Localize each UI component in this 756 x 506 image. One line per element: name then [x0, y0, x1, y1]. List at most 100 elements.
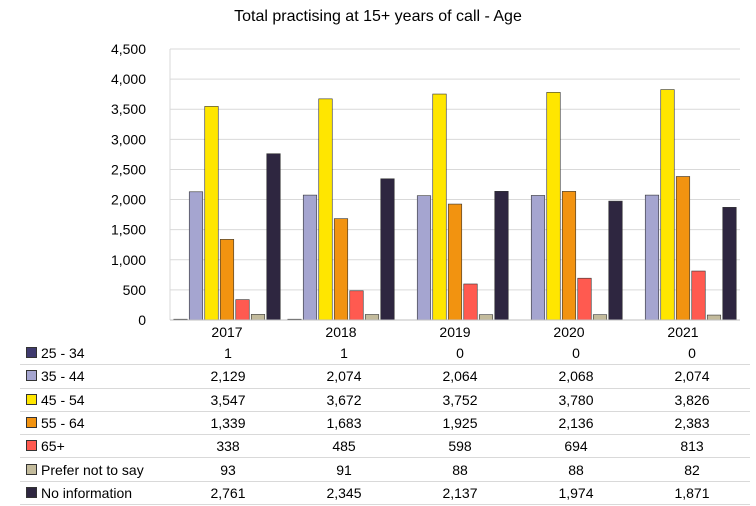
- bar: [333, 218, 349, 321]
- data-value: 338: [170, 434, 286, 459]
- data-value: 2,074: [286, 364, 402, 389]
- data-value: 93: [170, 457, 286, 482]
- data-value: 2,137: [402, 481, 518, 506]
- bar: [644, 194, 660, 321]
- data-value: 0: [518, 342, 634, 366]
- bar: [561, 191, 577, 321]
- series-name: No information: [41, 484, 133, 501]
- data-value: 2,074: [634, 364, 750, 389]
- data-value: 3,826: [634, 388, 750, 412]
- data-value: 2,129: [170, 364, 286, 389]
- series-name: 25 - 34: [41, 345, 85, 362]
- table-row: 65+ 338 485 598 694 813: [20, 434, 750, 459]
- series-label: 25 - 34: [20, 342, 170, 366]
- data-value: 813: [634, 434, 750, 459]
- bar: [675, 176, 691, 321]
- data-value: 2,136: [518, 411, 634, 436]
- data-value: 1,683: [286, 411, 402, 436]
- series-label: 55 - 64: [20, 411, 170, 436]
- bar: [250, 314, 266, 321]
- y-tick-label: 2,500: [111, 161, 146, 177]
- bar: [577, 277, 592, 321]
- bar: [691, 270, 706, 321]
- bar: [364, 314, 380, 321]
- bar: [266, 153, 281, 321]
- y-tick-label: 0: [138, 312, 146, 328]
- data-value: 598: [402, 434, 518, 459]
- series-name: 45 - 54: [41, 391, 85, 408]
- data-value: 88: [402, 457, 518, 482]
- data-value: 485: [286, 434, 402, 459]
- series-label: No information: [20, 481, 170, 506]
- bar: [204, 106, 219, 321]
- series-label: 35 - 44: [20, 364, 170, 389]
- bar: [722, 207, 737, 321]
- data-value: 88: [518, 457, 634, 482]
- legend-swatch: [26, 486, 37, 498]
- chart-title: Total practising at 15+ years of call - …: [234, 8, 522, 25]
- x-tick-label: 2017: [211, 324, 242, 340]
- data-value: 0: [402, 342, 518, 366]
- data-value: 1,871: [634, 481, 750, 506]
- data-table: 25 - 34 1 1 0 0 0 35 - 44 2,129 2,074 2,064 2,068 2…: [20, 342, 750, 506]
- data-value: 3,547: [170, 388, 286, 412]
- bar: [302, 194, 318, 321]
- series-name: 35 - 44: [41, 368, 85, 385]
- y-tick-label: 500: [123, 282, 147, 298]
- bar: [592, 314, 608, 321]
- legend-swatch: [26, 370, 37, 382]
- series-label: Prefer not to say: [20, 457, 170, 482]
- legend-swatch: [26, 463, 37, 475]
- bar: [706, 314, 722, 321]
- x-tick-label: 2020: [553, 324, 584, 340]
- x-tick-label: 2021: [667, 324, 698, 340]
- data-value: 1: [170, 342, 286, 366]
- legend-swatch: [26, 393, 37, 405]
- data-value: 1,974: [518, 481, 634, 506]
- x-tick-label: 2018: [325, 324, 356, 340]
- y-tick-label: 3,500: [111, 101, 146, 117]
- data-value: 1: [286, 342, 402, 366]
- bar: [660, 89, 675, 321]
- data-value: 91: [286, 457, 402, 482]
- data-value: 2,761: [170, 481, 286, 506]
- data-value: 1,339: [170, 411, 286, 436]
- bar: [478, 314, 494, 321]
- data-value: 3,780: [518, 388, 634, 412]
- y-tick-label: 1,500: [111, 222, 146, 238]
- data-value: 2,064: [402, 364, 518, 389]
- bar: [494, 191, 509, 321]
- table-row: 35 - 44 2,129 2,074 2,064 2,068 2,074: [20, 364, 750, 389]
- bar-chart: 0 500 1,000 1,500 2,000 2,500 3,000 3,500 4,000 4…: [111, 41, 740, 340]
- data-value: 82: [634, 457, 750, 482]
- series-name: 65+: [41, 438, 65, 455]
- bar: [188, 191, 204, 321]
- y-tick-label: 2,000: [111, 192, 146, 208]
- bar: [235, 299, 250, 321]
- bar: [416, 195, 432, 321]
- data-value: 3,752: [402, 388, 518, 412]
- series-label: 45 - 54: [20, 388, 170, 412]
- table-row: 25 - 34 1 1 0 0 0: [20, 342, 750, 366]
- series-name: Prefer not to say: [41, 461, 144, 478]
- series-label: 65+: [20, 434, 170, 459]
- bar: [432, 93, 447, 321]
- x-tick-label: 2019: [439, 324, 470, 340]
- data-value: 2,383: [634, 411, 750, 436]
- y-tick-label: 4,000: [111, 71, 146, 87]
- data-value: 2,345: [286, 481, 402, 506]
- y-tick-label: 3,000: [111, 131, 146, 147]
- data-value: 0: [634, 342, 750, 366]
- bar: [380, 178, 395, 321]
- table-row: No information 2,761 2,345 2,137 1,974 1,871: [20, 481, 750, 506]
- data-value: 1,925: [402, 411, 518, 436]
- bar: [608, 200, 623, 321]
- legend-swatch: [26, 440, 37, 452]
- legend-swatch: [26, 417, 37, 429]
- bar: [447, 203, 463, 321]
- bar: [318, 98, 333, 321]
- series-name: 55 - 64: [41, 415, 85, 432]
- table-row: Prefer not to say 93 91 88 88 82: [20, 457, 750, 482]
- bar: [463, 283, 478, 321]
- table-row: 55 - 64 1,339 1,683 1,925 2,136 2,383: [20, 411, 750, 436]
